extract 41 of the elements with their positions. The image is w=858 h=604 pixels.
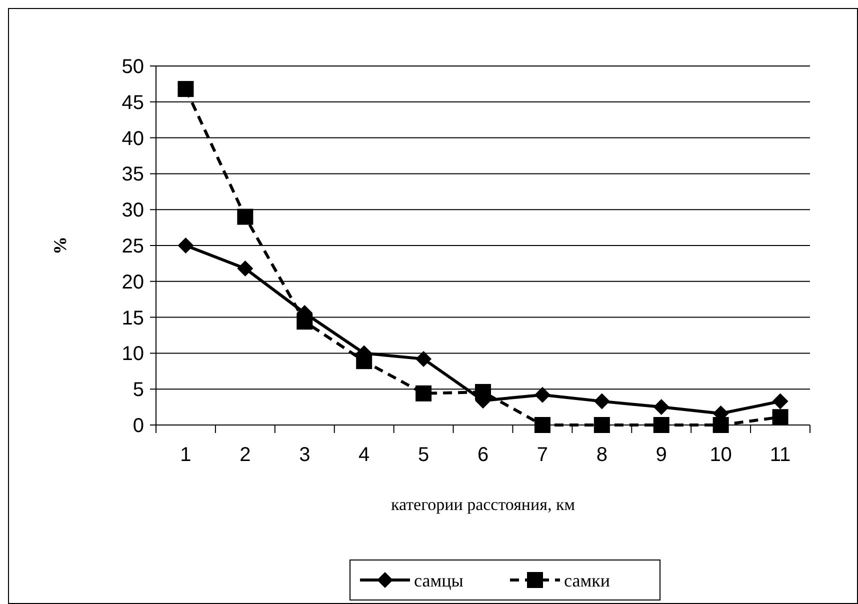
x-tick-label: 10 bbox=[710, 444, 732, 466]
y-tick-label: 5 bbox=[132, 379, 144, 402]
y-tick-label: 45 bbox=[122, 92, 144, 114]
y-tick-label: 30 bbox=[122, 200, 144, 222]
x-tick-label: 6 bbox=[477, 444, 489, 466]
y-tick-label: 25 bbox=[122, 236, 144, 258]
point bbox=[534, 386, 550, 403]
point bbox=[772, 409, 788, 426]
x-tick-label: 9 bbox=[656, 444, 667, 466]
point bbox=[416, 385, 432, 402]
x-tick-label: 5 bbox=[418, 444, 430, 466]
y-tick-label: 0 bbox=[132, 415, 144, 437]
point bbox=[653, 399, 670, 416]
point bbox=[237, 208, 254, 225]
point bbox=[594, 417, 610, 433]
x-tick-label: 11 bbox=[770, 444, 791, 466]
y-tick-label: 20 bbox=[122, 271, 144, 294]
x-tick-label: 8 bbox=[596, 444, 608, 466]
x-tick-label: 7 bbox=[536, 444, 548, 466]
y-tick-label: 10 bbox=[122, 343, 144, 366]
y-tick-label: 15 bbox=[122, 307, 144, 330]
point bbox=[237, 260, 254, 276]
y-tick-label: 40 bbox=[122, 128, 144, 150]
y-tick-label: 35 bbox=[122, 164, 144, 186]
legend-label: самцы bbox=[414, 570, 464, 590]
x-tick-label: 2 bbox=[240, 444, 251, 466]
x-tick-label: 1 bbox=[180, 444, 192, 466]
y-axis-title: % bbox=[50, 236, 70, 254]
point bbox=[178, 238, 194, 254]
point bbox=[594, 393, 610, 410]
x-axis-title: категории расстояния, км bbox=[391, 495, 576, 514]
point bbox=[653, 417, 670, 433]
point bbox=[772, 393, 788, 410]
x-tick-label: 3 bbox=[299, 444, 310, 466]
point bbox=[712, 417, 729, 433]
point bbox=[178, 80, 194, 97]
legend-label: самки bbox=[564, 570, 610, 590]
point bbox=[534, 417, 550, 433]
x-tick-label: 4 bbox=[358, 444, 370, 466]
point bbox=[416, 350, 432, 367]
y-tick-label: 50 bbox=[122, 56, 144, 78]
